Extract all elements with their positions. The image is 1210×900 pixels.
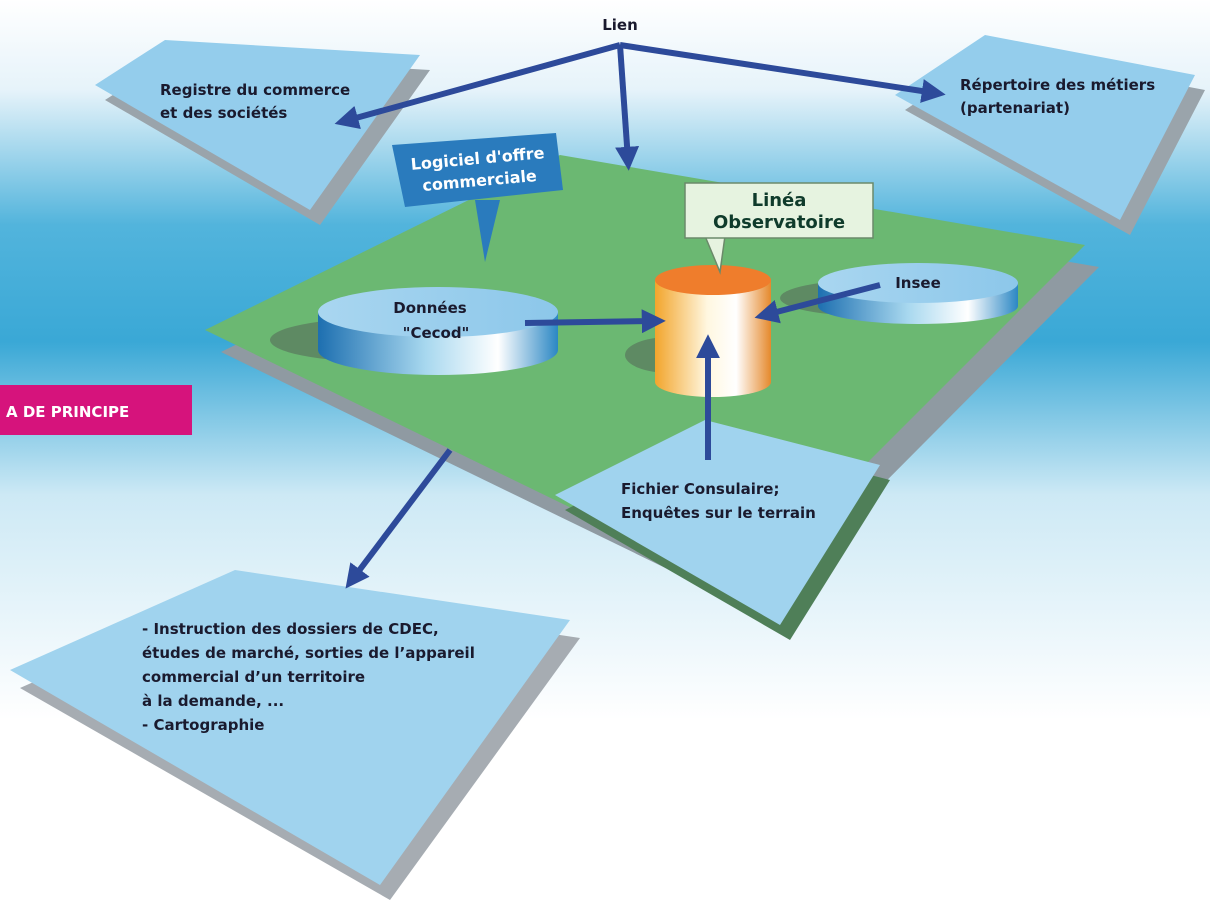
usages-label: - Cartographie	[142, 716, 264, 734]
repertoire-label: (partenariat)	[960, 99, 1070, 117]
usages-plane	[10, 570, 570, 885]
link-label: Lien	[602, 16, 638, 34]
fichier-label: Fichier Consulaire;	[621, 480, 779, 498]
callout-tail	[475, 200, 500, 262]
donnees-label: "Cecod"	[403, 324, 470, 342]
tag-box	[0, 385, 192, 435]
linea-top	[655, 265, 771, 295]
arrow	[754, 282, 881, 324]
registre-label: et des sociétés	[160, 104, 287, 122]
usages-label: études de marché, sorties de l’appareil	[142, 644, 475, 662]
repertoire-label: Répertoire des métiers	[960, 76, 1155, 94]
repertoire-plane	[895, 35, 1195, 220]
linea-label: Linéa	[752, 190, 807, 211]
usages-label: à la demande, ...	[142, 692, 284, 710]
logiciel-callout	[392, 133, 563, 207]
arrow	[345, 448, 453, 589]
fichier-label: Enquêtes sur le terrain	[621, 504, 816, 522]
insee-top	[818, 263, 1018, 303]
usages-label: - Instruction des dossiers de CDEC,	[142, 620, 439, 638]
linea-label: Observatoire	[713, 212, 845, 233]
donnees-top	[318, 287, 558, 337]
registre-plane	[95, 40, 420, 210]
arrow	[615, 44, 640, 171]
linea-cylinder	[655, 280, 771, 397]
arrow	[524, 309, 666, 334]
donnees-label: Données	[393, 299, 466, 317]
usages-label: commercial d’un territoire	[142, 668, 365, 686]
fichier-plane	[555, 420, 880, 625]
linea-callout	[684, 182, 874, 239]
registre-label: Registre du commerce	[160, 81, 350, 99]
arrow	[619, 42, 946, 103]
tag-label: A DE PRINCIPE	[6, 403, 129, 421]
insee-label: Insee	[895, 274, 941, 292]
main-plane	[205, 155, 1085, 590]
arrow	[334, 42, 621, 130]
